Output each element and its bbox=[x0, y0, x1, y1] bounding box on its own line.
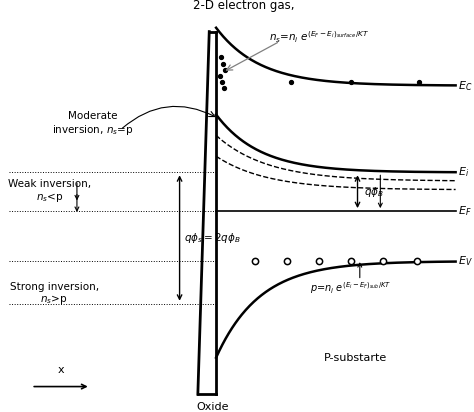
Text: $n_s$=$n_i$ $e^{(E_F-E_i)_{surface}/KT}$: $n_s$=$n_i$ $e^{(E_F-E_i)_{surface}/KT}$ bbox=[269, 30, 369, 45]
Text: Strong inversion,
$n_s$>p: Strong inversion, $n_s$>p bbox=[9, 281, 99, 307]
Text: Oxide: Oxide bbox=[196, 402, 229, 412]
Text: Weak inversion,
$n_s$<p: Weak inversion, $n_s$<p bbox=[8, 179, 91, 204]
Text: P-substarte: P-substarte bbox=[324, 353, 387, 363]
Text: $E_F$: $E_F$ bbox=[458, 204, 472, 218]
Text: $E_C$: $E_C$ bbox=[458, 79, 472, 93]
Text: $E_V$: $E_V$ bbox=[458, 254, 473, 268]
Text: 2-D electron gas,: 2-D electron gas, bbox=[193, 0, 294, 12]
Text: $q\phi_B$: $q\phi_B$ bbox=[365, 185, 384, 199]
Text: $E_i$: $E_i$ bbox=[458, 166, 469, 179]
Text: Moderate
inversion, $n_s$=p: Moderate inversion, $n_s$=p bbox=[52, 111, 134, 137]
Text: $q\phi_s=2q\phi_B$: $q\phi_s=2q\phi_B$ bbox=[184, 231, 241, 245]
Text: x: x bbox=[58, 365, 64, 375]
Text: $p$=$n_i$ $e^{(E_i-E_F)_{sub}/KT}$: $p$=$n_i$ $e^{(E_i-E_F)_{sub}/KT}$ bbox=[310, 280, 392, 296]
